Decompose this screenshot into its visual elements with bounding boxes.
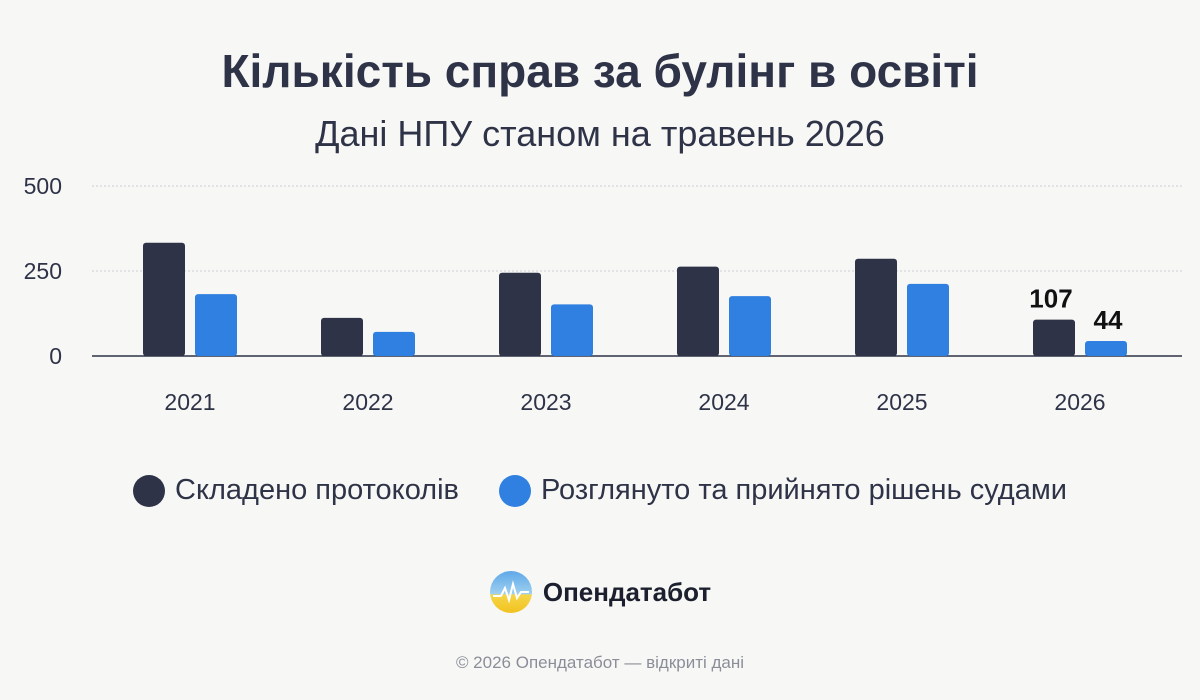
y-tick-label: 500 xyxy=(24,173,62,199)
bar-protocols-2024 xyxy=(677,266,719,356)
bar-protocols-2023 xyxy=(499,272,541,356)
chart-legend: Складено протоколів Розглянуто та прийня… xyxy=(0,474,1200,507)
legend-item-court-decisions: Розглянуто та прийнято рішень судами xyxy=(498,474,1067,507)
legend-swatch-protocols xyxy=(133,474,166,507)
bar-court-decisions-2024 xyxy=(729,296,771,356)
x-tick-label: 2021 xyxy=(164,389,215,415)
chart-subtitle: Дані НПУ станом на травень 2026 xyxy=(315,113,885,154)
y-tick-label: 0 xyxy=(49,343,62,369)
x-tick-label: 2026 xyxy=(1054,389,1105,415)
x-tick-label: 2024 xyxy=(698,389,749,415)
bar-court-decisions-2025 xyxy=(907,283,949,356)
brand-name: Опендатабот xyxy=(542,576,712,607)
y-tick-label: 250 xyxy=(24,258,62,284)
brand-logo: Опендатабот xyxy=(0,570,1200,614)
bar-court-decisions-2023 xyxy=(551,304,593,356)
legend-label-court-decisions: Розглянуто та прийнято рішень судами xyxy=(540,474,1067,506)
x-tick-label: 2022 xyxy=(342,389,393,415)
bar-court-decisions-2026 xyxy=(1085,341,1127,356)
data-label: 44 xyxy=(1094,305,1123,335)
opendatabot-logo-icon xyxy=(489,571,532,613)
data-label: 107 xyxy=(1029,284,1072,314)
bar-protocols-2022 xyxy=(321,317,363,356)
bar-protocols-2026 xyxy=(1033,319,1075,356)
bar-court-decisions-2022 xyxy=(373,331,415,356)
bar-court-decisions-2021 xyxy=(195,294,237,356)
legend-item-protocols: Складено протоколів xyxy=(133,474,459,507)
bar-chart: 500 250 0 107 44 2021 2022 2023 2024 2025 2026 xyxy=(24,173,1182,415)
x-tick-label: 2025 xyxy=(876,389,927,415)
footer-copyright: © 2026 Опендатабот — відкриті дані xyxy=(455,653,745,672)
bar-protocols-2021 xyxy=(143,242,185,356)
chart-title: Кількість справ за булінг в освіті xyxy=(221,45,979,97)
legend-swatch-court-decisions xyxy=(498,474,531,507)
legend-label-protocols: Складено протоколів xyxy=(175,474,459,506)
x-tick-label: 2023 xyxy=(520,389,571,415)
bar-protocols-2025 xyxy=(855,258,897,356)
